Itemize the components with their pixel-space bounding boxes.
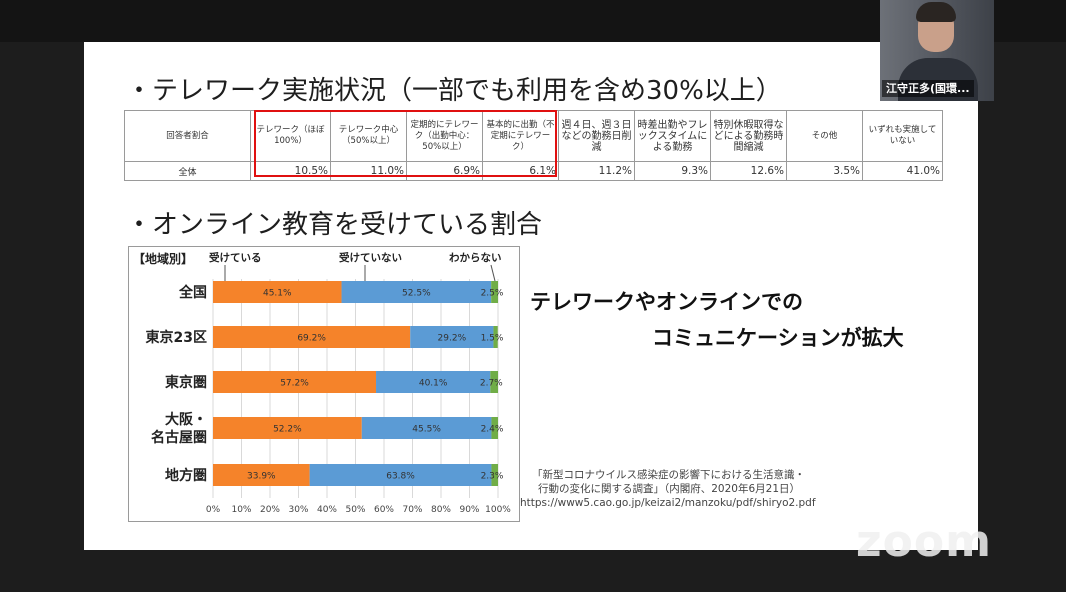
chart-tick-label: 100% (485, 505, 511, 515)
chart-data-label: 40.1% (419, 379, 448, 389)
chart-data-label: 52.2% (273, 425, 302, 435)
slide-heading-online-education: ・オンライン教育を受けている割合 (126, 210, 543, 240)
table-header-cell: 週４日、週３日などの勤務日削減 (558, 110, 635, 162)
chart-legend-label: 受けている (209, 251, 262, 264)
table-cell: 41.0% (862, 161, 943, 181)
chart-tick-label: 30% (288, 505, 308, 515)
chart-category-label: 東京圏 (165, 374, 207, 391)
chart-tick-label: 90% (459, 505, 479, 515)
shared-slide: ・テレワーク実施状況（一部でも利用を含め30%以上） 回答者割合 テレワーク（ほ… (84, 42, 978, 550)
chart-bar-segment (410, 326, 494, 348)
chart-bar-segment (491, 417, 498, 439)
chart-category-label: 全国 (178, 284, 207, 301)
participant-name: 江守正多(国環... (882, 80, 974, 97)
chart-data-label: 2.3% (481, 472, 504, 482)
chart-bar-segment (493, 326, 498, 348)
zoom-watermark: zoom (856, 516, 992, 567)
table-row-label: 全体 (124, 161, 251, 181)
chart-legend-leader (490, 264, 496, 282)
source-line: 行動の変化に関する調査」（内閣府、2020年6月21日） (538, 483, 801, 495)
table-header-cell: テレワーク（ほぼ100%） (250, 110, 331, 162)
chart-bar-segment (213, 464, 310, 486)
chart-data-label: 29.2% (438, 334, 467, 344)
chart-tick-label: 60% (374, 505, 394, 515)
chart-data-label: 57.2% (280, 379, 309, 389)
table-header-cell: 定期的にテレワーク（出勤中心：50%以上） (406, 110, 483, 162)
chart-data-label: 33.9% (247, 472, 276, 482)
chart-data-label: 2.4% (481, 425, 504, 435)
chart-category-label: 東京23区 (146, 329, 207, 346)
chart-tick-label: 80% (431, 505, 451, 515)
chart-bar-segment (491, 281, 498, 303)
chart-tick-label: 10% (231, 505, 251, 515)
chart-bar-segment (341, 281, 492, 303)
chart-tick-label: 0% (206, 505, 221, 515)
chart-canvas: 0% 10% 20% 30% 40% 50% 60% 70% 80% 90% 100% 【地域別】 受け… (133, 251, 511, 515)
chart-tick-label: 70% (402, 505, 422, 515)
table-header-cell: 基本的に出勤（不定期にテレワーク） (482, 110, 559, 162)
chart-corner-label: 【地域別】 (133, 251, 193, 266)
table-header-cell: 特別休暇取得などによる勤務時間縮減 (710, 110, 787, 162)
chart-bar-segment (309, 464, 492, 486)
table-cell: 6.1% (482, 161, 559, 181)
callout-line-1: テレワークやオンラインでの (530, 290, 803, 314)
table-header-cell: テレワーク中心（50%以上） (330, 110, 407, 162)
chart-category-label: 名古屋圏 (151, 429, 207, 446)
table-cell: 10.5% (250, 161, 331, 181)
chart-legend-label: わからない (449, 252, 502, 264)
table-cell: 9.3% (634, 161, 711, 181)
chart-data-label: 45.1% (263, 289, 292, 299)
table-cell: 6.9% (406, 161, 483, 181)
chart-data-label: 63.8% (386, 472, 415, 482)
chart-bar-segment (361, 417, 492, 439)
participant-hair (916, 2, 956, 22)
source-citation: 「新型コロナウイルス感染症の影響下における生活意識・ 行動の変化に関する調査」（… (520, 468, 816, 510)
online-education-chart: 0% 10% 20% 30% 40% 50% 60% 70% 80% 90% 100% 【地域別】 受け… (128, 246, 520, 522)
table-cell: 12.6% (710, 161, 787, 181)
table-cell: 3.5% (786, 161, 863, 181)
chart-bar-segment (213, 281, 342, 303)
chart-bar-segment (213, 371, 377, 393)
chart-data-label: 2.7% (480, 379, 503, 389)
source-url: https://www5.cao.go.jp/keizai2/manzoku/p… (520, 497, 816, 509)
chart-data-label: 2.5% (481, 289, 504, 299)
chart-data-label: 1.5% (481, 334, 504, 344)
chart-tick-label: 50% (345, 505, 365, 515)
chart-tick-label: 20% (260, 505, 280, 515)
chart-data-label: 52.5% (402, 289, 431, 299)
chart-bar-segment (491, 464, 498, 486)
slide-heading-telework: ・テレワーク実施状況（一部でも利用を含め30%以上） (126, 76, 782, 106)
chart-legend-label: 受けていない (339, 251, 402, 264)
table-header-cell: いずれも実施していない (862, 110, 943, 162)
chart-bar-segment (490, 371, 498, 393)
chart-data-label: 69.2% (297, 334, 326, 344)
table-cell: 11.2% (558, 161, 635, 181)
chart-category-label: 大阪・ (165, 411, 207, 428)
chart-tick-label: 40% (317, 505, 337, 515)
participant-video-tile[interactable]: 江守正多(国環... (880, 0, 994, 101)
table-header-cell: 時差出勤やフレックスタイムによる勤務 (634, 110, 711, 162)
source-line: 「新型コロナウイルス感染症の影響下における生活意識・ (532, 469, 805, 481)
callout-line-2: コミュニケーションが拡大 (652, 326, 904, 350)
chart-category-label: 地方圏 (165, 467, 207, 484)
table-header-cell: その他 (786, 110, 863, 162)
chart-data-label: 45.5% (412, 425, 441, 435)
table-header-row: 回答者割合 テレワーク（ほぼ100%） テレワーク中心（50%以上） 定期的にテ… (124, 110, 943, 162)
table-cell: 11.0% (330, 161, 407, 181)
chart-bar-segment (213, 417, 362, 439)
telework-table: 回答者割合 テレワーク（ほぼ100%） テレワーク中心（50%以上） 定期的にテ… (124, 110, 943, 181)
chart-bar-segment (376, 371, 491, 393)
chart-bar-segment (213, 326, 411, 348)
table-row: 全体 10.5% 11.0% 6.9% 6.1% 11.2% 9.3% 12.6… (124, 161, 943, 181)
table-header-cell: 回答者割合 (124, 110, 251, 162)
